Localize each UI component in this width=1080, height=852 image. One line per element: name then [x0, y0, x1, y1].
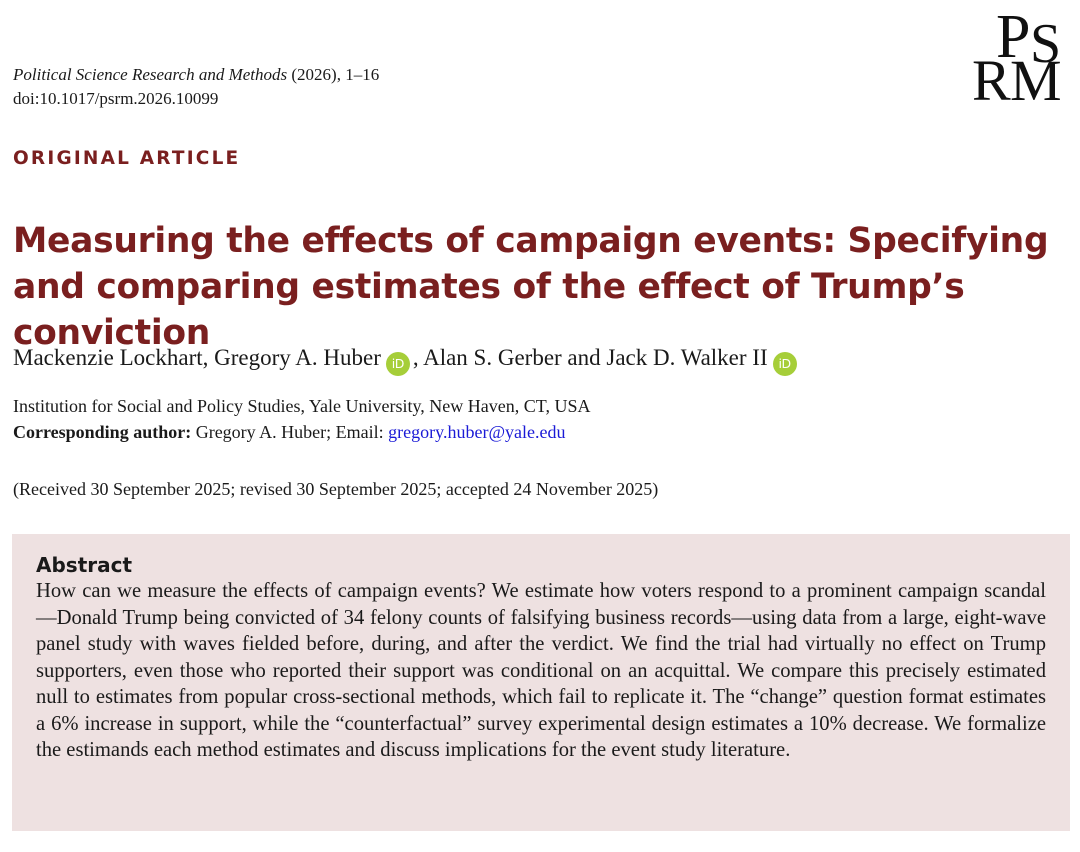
abstract-text: How can we measure the effects of campai… [36, 580, 1046, 761]
logo-letter-s: S [1030, 13, 1062, 75]
corresponding-author: Corresponding author: Gregory A. Huber; … [13, 420, 566, 444]
article-title: Measuring the effects of campaign events… [13, 221, 1049, 353]
authors-part-2: , Alan S. Gerber and Jack D. Walker II [412, 345, 768, 370]
logo-letter-p: P [996, 3, 1031, 71]
doi: doi:10.1017/psrm.2026.10099 [13, 89, 219, 108]
journal-logo: P S R M [972, 3, 1070, 110]
corresponding-text: Gregory A. Huber; Email: [191, 422, 389, 442]
orcid-icon[interactable]: iD [385, 352, 410, 376]
abstract-heading: Abstract [36, 553, 133, 577]
authors-part-1: Mackenzie Lockhart, Gregory A. Huber [13, 345, 381, 370]
corresponding-label: Corresponding author: [13, 422, 192, 442]
journal-name: Political Science Research and Methods [13, 65, 288, 84]
author-list: Mackenzie Lockhart, Gregory A. Huber iD, … [13, 343, 800, 376]
logo-letter-r: R [972, 48, 1011, 113]
received-dates: (Received 30 September 2025; revised 30 … [13, 479, 659, 499]
logo-letter-m: M [1010, 48, 1062, 113]
journal-citation: Political Science Research and Methods (… [13, 64, 379, 86]
article-type: ORIGINAL ARTICLE [13, 148, 241, 169]
abstract-box: Abstract How can we measure the effects … [12, 534, 1070, 831]
email-link[interactable]: gregory.huber@yale.edu [388, 422, 566, 442]
affiliation: Institution for Social and Policy Studie… [13, 396, 591, 416]
journal-meta: (2026), 1–16 [287, 65, 380, 84]
orcid-icon[interactable]: iD [772, 352, 797, 376]
